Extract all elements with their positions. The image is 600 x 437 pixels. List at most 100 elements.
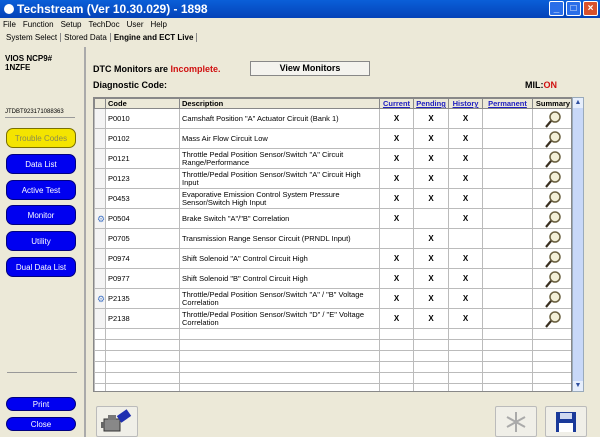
- table-row[interactable]: P0705 Transmission Range Sensor Circuit …: [94, 228, 571, 249]
- freeze-frame-button[interactable]: [495, 406, 537, 437]
- left-panel: VIOS NCP9# 1NZFE JTDBT923171088363 Troub…: [0, 47, 86, 437]
- header-description: Description: [179, 98, 380, 109]
- save-button[interactable]: [545, 406, 587, 437]
- tab-stored-data[interactable]: Stored Data: [61, 33, 111, 42]
- cell-summary[interactable]: [532, 308, 571, 329]
- magnifier-icon[interactable]: [544, 190, 562, 208]
- vehicle-engine: 1NZFE: [5, 63, 31, 72]
- table-row[interactable]: ⚙ P0504 Brake Switch "A"/"B" Correlation…: [94, 208, 571, 229]
- magnifier-icon[interactable]: [544, 110, 562, 128]
- cell-permanent: [482, 188, 533, 209]
- row-marker: [94, 308, 106, 329]
- cell-permanent: [482, 268, 533, 289]
- close-button[interactable]: Close: [6, 417, 76, 431]
- table-row[interactable]: P0453 Evaporative Emission Control Syste…: [94, 188, 571, 209]
- table-row[interactable]: P0121 Throttle Pedal Position Sensor/Swi…: [94, 148, 571, 169]
- close-window-button[interactable]: ×: [583, 1, 598, 16]
- cell-current: X: [379, 148, 414, 169]
- menu-file[interactable]: File: [3, 19, 16, 29]
- magnifier-icon[interactable]: [544, 210, 562, 228]
- trouble-codes-button[interactable]: Trouble Codes: [6, 128, 76, 148]
- menu-function[interactable]: Function: [22, 19, 54, 29]
- row-marker: [94, 248, 106, 269]
- cell-code: P2135: [105, 288, 180, 309]
- maximize-button[interactable]: □: [566, 1, 581, 16]
- cell-summary[interactable]: [532, 248, 571, 269]
- cell-summary[interactable]: [532, 268, 571, 289]
- table-row[interactable]: P0123 Throttle/Pedal Position Sensor/Swi…: [94, 168, 571, 189]
- cell-summary[interactable]: [532, 168, 571, 189]
- mil-status: MIL:ON: [525, 80, 557, 90]
- header-pending[interactable]: Pending: [413, 98, 449, 109]
- cell-history: X: [448, 288, 483, 309]
- tab-system-select[interactable]: System Select: [3, 33, 62, 42]
- empty-row: [94, 361, 571, 373]
- menu-bar: File Function Setup TechDoc User Help: [0, 18, 600, 30]
- cell-pending: X: [413, 228, 449, 249]
- cell-summary[interactable]: [532, 288, 571, 309]
- table-scrollbar[interactable]: ▲ ▼: [572, 97, 584, 392]
- cell-summary[interactable]: [532, 228, 571, 249]
- dual-data-list-button[interactable]: Dual Data List: [6, 257, 76, 277]
- menu-help[interactable]: Help: [150, 19, 167, 29]
- magnifier-icon[interactable]: [544, 290, 562, 308]
- table-row[interactable]: P0977 Shift Solenoid "B" Control Circuit…: [94, 268, 571, 289]
- monitor-button[interactable]: Monitor: [6, 205, 76, 225]
- cell-current: X: [379, 288, 414, 309]
- cell-description: Throttle Pedal Position Sensor/Switch "A…: [179, 148, 380, 169]
- table-row[interactable]: P0102 Mass Air Flow Circuit Low X X X: [94, 128, 571, 149]
- cell-description: Throttle/Pedal Position Sensor/Switch "D…: [179, 308, 380, 329]
- scroll-down-arrow[interactable]: ▼: [573, 381, 583, 391]
- menu-techdoc[interactable]: TechDoc: [88, 19, 120, 29]
- view-monitors-button[interactable]: View Monitors: [250, 61, 370, 76]
- cell-description: Transmission Range Sensor Circuit (PRNDL…: [179, 228, 380, 249]
- magnifier-icon[interactable]: [544, 270, 562, 288]
- cell-pending: X: [413, 128, 449, 149]
- diagnostic-code-label: Diagnostic Code:: [93, 80, 168, 90]
- magnifier-icon[interactable]: [544, 170, 562, 188]
- magnifier-icon[interactable]: [544, 130, 562, 148]
- cell-summary[interactable]: [532, 148, 571, 169]
- cell-history: X: [448, 208, 483, 229]
- cell-permanent: [482, 208, 533, 229]
- vehicle-info: VIOS NCP9# 1NZFE: [5, 54, 52, 72]
- table-row[interactable]: P0974 Shift Solenoid "A" Control Circuit…: [94, 248, 571, 269]
- header-current[interactable]: Current: [379, 98, 414, 109]
- cell-description: Evaporative Emission Control System Pres…: [179, 188, 380, 209]
- magnifier-icon[interactable]: [544, 310, 562, 328]
- magnifier-icon[interactable]: [544, 250, 562, 268]
- cell-summary[interactable]: [532, 188, 571, 209]
- magnifier-icon[interactable]: [544, 230, 562, 248]
- cell-permanent: [482, 288, 533, 309]
- cell-summary[interactable]: [532, 208, 571, 229]
- clear-dtc-button[interactable]: [96, 406, 138, 437]
- cell-history: X: [448, 248, 483, 269]
- print-button[interactable]: Print: [6, 397, 76, 411]
- header-permanent[interactable]: Permanent: [482, 98, 533, 109]
- cell-permanent: [482, 148, 533, 169]
- cell-current: X: [379, 208, 414, 229]
- cell-description: Throttle/Pedal Position Sensor/Switch "A…: [179, 288, 380, 309]
- table-row[interactable]: ⚙ P2135 Throttle/Pedal Position Sensor/S…: [94, 288, 571, 309]
- menu-user[interactable]: User: [126, 19, 144, 29]
- cell-summary[interactable]: [532, 108, 571, 129]
- cell-summary[interactable]: [532, 128, 571, 149]
- menu-setup[interactable]: Setup: [60, 19, 82, 29]
- cell-description: Throttle/Pedal Position Sensor/Switch "A…: [179, 168, 380, 189]
- cell-history: X: [448, 148, 483, 169]
- utility-button[interactable]: Utility: [6, 231, 76, 251]
- cell-history: X: [448, 188, 483, 209]
- table-row[interactable]: P0010 Camshaft Position "A" Actuator Cir…: [94, 108, 571, 129]
- active-test-button[interactable]: Active Test: [6, 180, 76, 200]
- header-history[interactable]: History: [448, 98, 483, 109]
- engine-eraser-icon: [101, 408, 132, 431]
- freeze-frame-icon: ⚙: [97, 213, 106, 224]
- minimize-button[interactable]: _: [549, 1, 564, 16]
- data-list-button[interactable]: Data List: [6, 154, 76, 174]
- magnifier-icon[interactable]: [544, 150, 562, 168]
- tab-engine-ect-live[interactable]: Engine and ECT Live: [111, 33, 198, 42]
- table-row[interactable]: P2138 Throttle/Pedal Position Sensor/Swi…: [94, 308, 571, 329]
- scroll-up-arrow[interactable]: ▲: [573, 98, 583, 108]
- snowflake-icon: [506, 411, 526, 432]
- cell-code: P2138: [105, 308, 180, 329]
